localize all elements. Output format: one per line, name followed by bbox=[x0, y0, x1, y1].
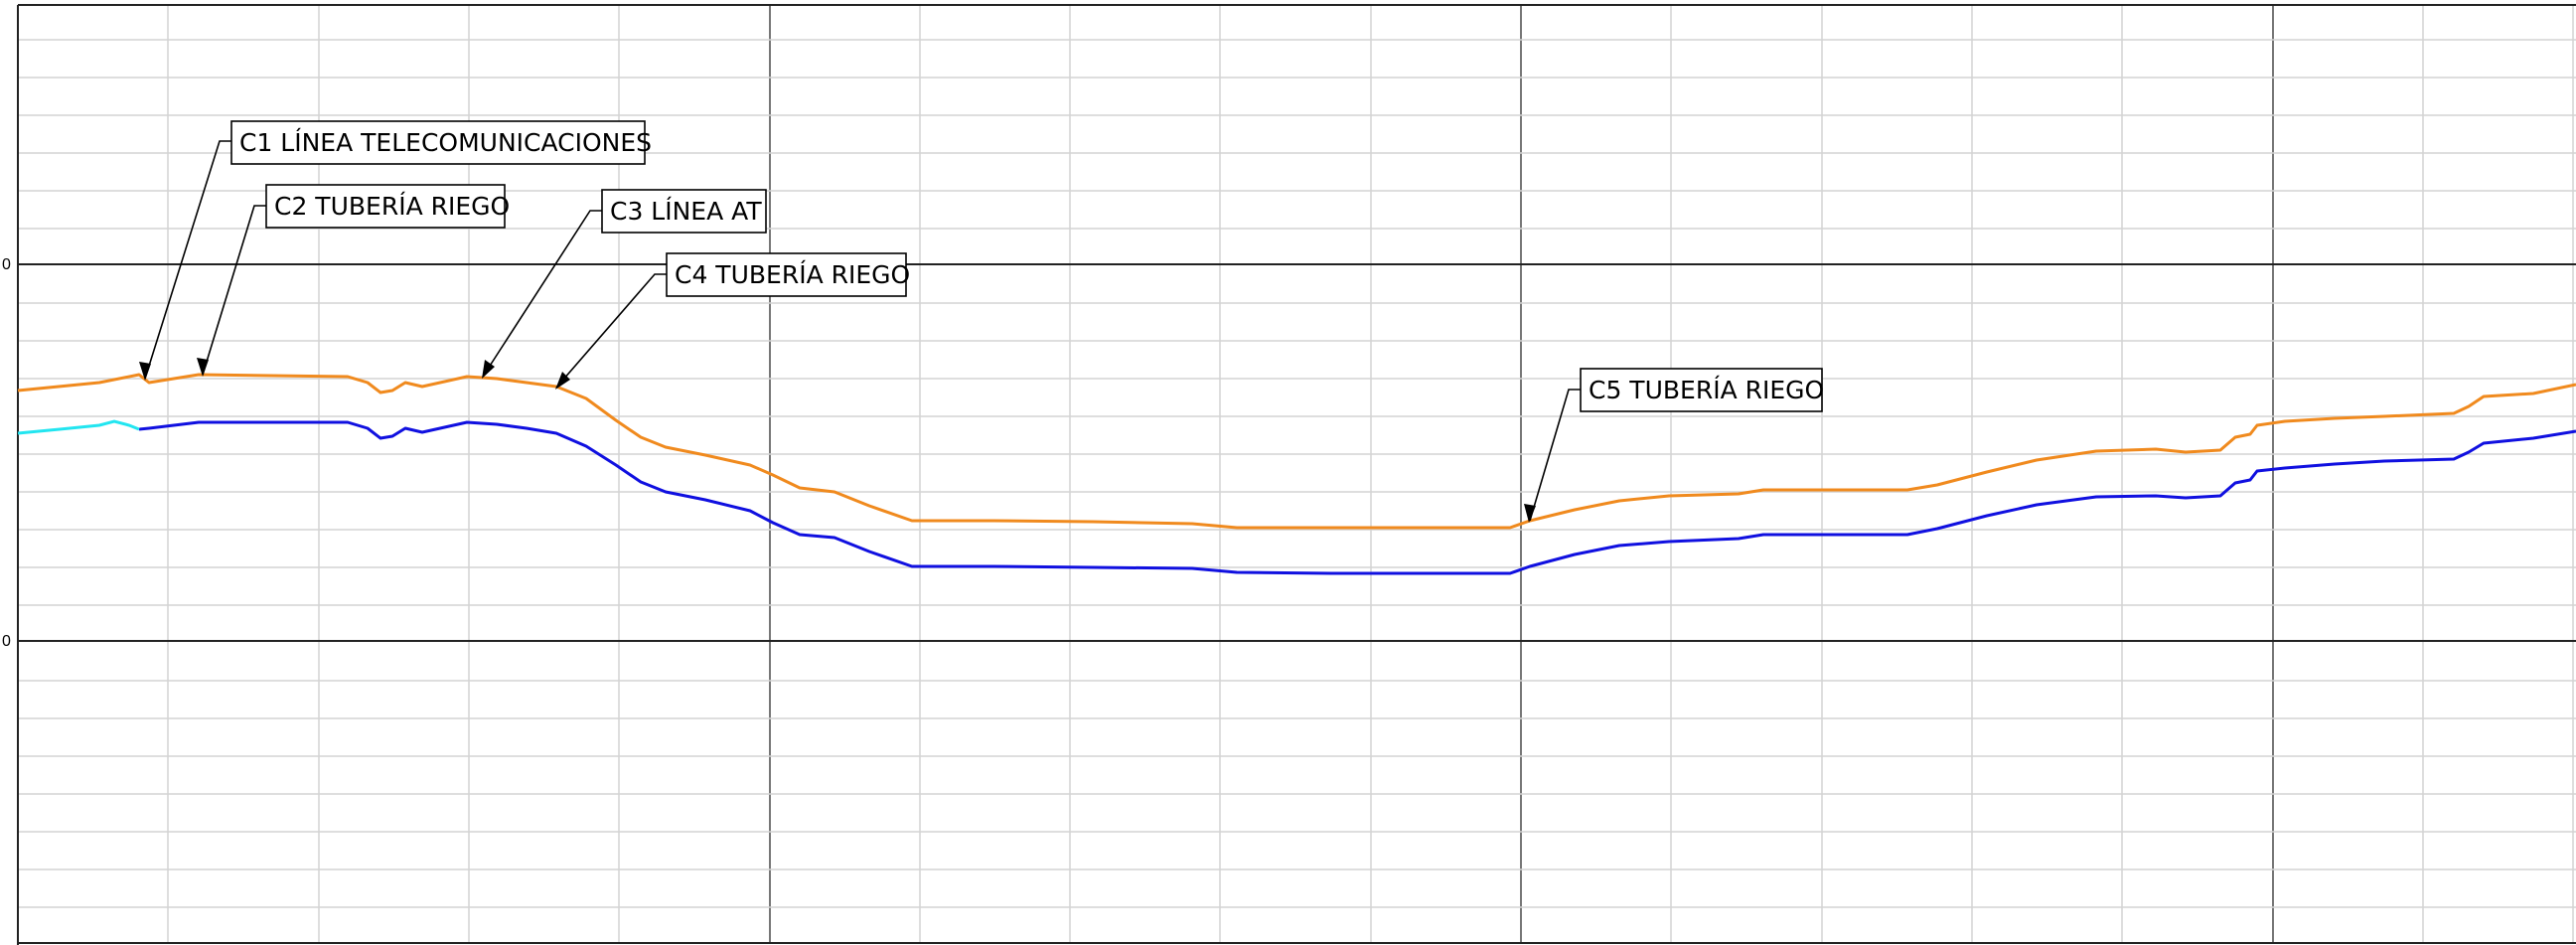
lower-profile-start-line bbox=[17, 419, 140, 435]
callout-c5-arrowhead bbox=[1524, 504, 1536, 523]
callout-c3: C3 LÍNEA AT bbox=[482, 189, 767, 379]
callout-c4-leader bbox=[555, 273, 667, 389]
callout-c5-box bbox=[1580, 368, 1823, 412]
callout-c5-label: C5 TUBERÍA RIEGO bbox=[1589, 376, 1824, 404]
callout-c1-arrowhead bbox=[139, 362, 151, 381]
callout-c4-label: C4 TUBERÍA RIEGO bbox=[675, 260, 910, 289]
axis-label-upper: 0 bbox=[2, 256, 11, 273]
callout-c1-leader bbox=[144, 140, 231, 380]
callout-c3-box bbox=[601, 189, 767, 234]
callout-c4: C4 TUBERÍA RIEGO bbox=[555, 252, 910, 390]
callout-c1: C1 LÍNEA TELECOMUNICACIONES bbox=[139, 120, 652, 381]
callout-c2-box bbox=[265, 184, 506, 229]
callout-c4-arrowhead bbox=[555, 372, 570, 390]
callout-c1-box bbox=[230, 120, 646, 165]
upper-profile-line bbox=[17, 373, 2576, 530]
callout-c2-label: C2 TUBERÍA RIEGO bbox=[274, 192, 510, 221]
callout-c5-leader bbox=[1529, 389, 1581, 522]
callout-c2-arrowhead bbox=[197, 358, 209, 377]
callout-c3-arrowhead bbox=[482, 360, 495, 379]
callout-c4-box bbox=[666, 252, 907, 297]
callout-c5: C5 TUBERÍA RIEGO bbox=[1524, 368, 1824, 523]
axis-label-lower: 0 bbox=[2, 633, 11, 650]
callout-c3-label: C3 LÍNEA AT bbox=[610, 197, 762, 226]
lower-profile-line bbox=[138, 420, 2576, 575]
callout-c2-leader bbox=[202, 205, 266, 376]
grid bbox=[18, 5, 2576, 943]
callout-c3-leader bbox=[482, 210, 602, 378]
callout-c1-label: C1 LÍNEA TELECOMUNICACIONES bbox=[239, 128, 652, 157]
callout-c2: C2 TUBERÍA RIEGO bbox=[197, 184, 510, 377]
